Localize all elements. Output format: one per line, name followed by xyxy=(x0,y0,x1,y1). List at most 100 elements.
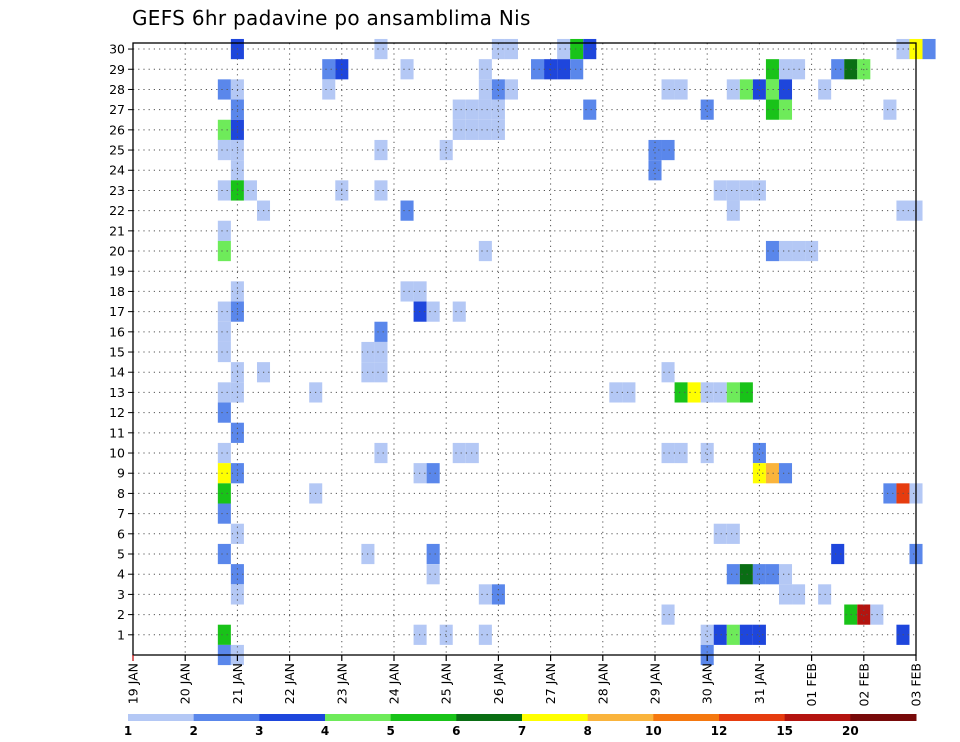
heatmap-cell xyxy=(439,139,453,161)
colorbar-swatch xyxy=(587,714,654,721)
heatmap-cell xyxy=(217,220,231,241)
plot-frame xyxy=(132,42,917,656)
x-tick-label: 27 JAN xyxy=(543,663,558,704)
heatmap-cell xyxy=(491,119,505,140)
x-tick-label: 23 JAN xyxy=(334,663,349,704)
heatmap-cell xyxy=(792,59,806,80)
y-tick-label: 4 xyxy=(117,567,125,582)
colorbar-label: 3 xyxy=(255,724,263,738)
heatmap-cell xyxy=(700,624,714,645)
y-tick-label: 18 xyxy=(109,284,125,299)
heatmap-cell xyxy=(713,180,727,201)
heatmap-cell xyxy=(426,463,440,484)
heatmap-cell xyxy=(217,503,231,524)
heatmap-cell xyxy=(478,99,492,120)
heatmap-cell xyxy=(765,59,779,80)
heatmap-cell xyxy=(478,624,492,645)
y-tick-label: 19 xyxy=(109,264,125,279)
heatmap-cell xyxy=(478,240,492,262)
heatmap-cell xyxy=(217,139,231,161)
heatmap-cell xyxy=(322,79,336,100)
heatmap-cell xyxy=(217,624,231,645)
heatmap-cell xyxy=(883,99,897,120)
x-tick-label: 21 JAN xyxy=(230,663,245,704)
colorbar-swatch xyxy=(259,714,326,721)
heatmap-cell xyxy=(648,139,662,161)
heatmap-cell xyxy=(648,160,662,181)
colorbar-swatch xyxy=(522,714,589,721)
heatmap-cell xyxy=(661,442,675,464)
y-tick-label: 13 xyxy=(109,385,125,400)
colorbar-label: 5 xyxy=(386,724,394,738)
heatmap-cell xyxy=(217,382,231,403)
heatmap-cell xyxy=(778,463,793,484)
heatmap-cell xyxy=(217,240,231,262)
heatmap-cell xyxy=(739,180,753,201)
x-tick-label: 22 JAN xyxy=(282,663,297,704)
heatmap-cell xyxy=(661,139,675,161)
heatmap-cell xyxy=(857,604,871,625)
y-tick-label: 5 xyxy=(117,547,125,562)
heatmap-cell xyxy=(778,59,793,80)
heatmap-cell xyxy=(661,79,675,100)
heatmap-cell xyxy=(713,624,727,645)
heatmap-cell xyxy=(661,604,675,625)
heatmap-cell xyxy=(478,79,492,100)
x-tick-label: 31 JAN xyxy=(752,663,767,704)
x-tick-label: 29 JAN xyxy=(648,663,663,704)
heatmap-cell xyxy=(452,99,466,120)
heatmap-cell xyxy=(583,99,597,120)
colorbar-swatch xyxy=(193,714,260,721)
y-tick-label: 10 xyxy=(109,446,125,461)
heatmap-cell xyxy=(465,119,479,140)
heatmap-cell xyxy=(752,79,766,100)
colorbar-swatch xyxy=(325,714,392,721)
colorbar-label: 2 xyxy=(189,724,197,738)
heatmap-cell xyxy=(217,301,231,322)
heatmap-cell xyxy=(792,584,806,605)
heatmap-cell xyxy=(765,99,779,120)
y-tick-label: 3 xyxy=(117,587,125,602)
heatmap-cell xyxy=(778,99,793,120)
y-tick-label: 11 xyxy=(109,425,125,440)
heatmap-cell xyxy=(726,523,740,544)
heatmap-cell xyxy=(491,79,505,100)
y-tick-label: 8 xyxy=(117,486,125,501)
heatmap-cell xyxy=(778,584,793,605)
heatmap-cell xyxy=(752,624,766,645)
heatmap-cell xyxy=(374,442,388,464)
heatmap-cell xyxy=(726,564,740,585)
colorbar-swatch xyxy=(128,714,195,721)
heatmap-cell xyxy=(557,59,571,80)
heatmap-cell xyxy=(374,362,388,383)
heatmap-cell xyxy=(217,180,231,201)
heatmap-cell xyxy=(713,382,727,403)
heatmap-cell xyxy=(739,564,753,585)
colorbar-swatch xyxy=(784,714,851,721)
heatmap-cell xyxy=(426,543,440,565)
heatmap-cell xyxy=(478,59,492,80)
y-tick-label: 25 xyxy=(109,143,125,158)
heatmap-cell xyxy=(322,59,336,80)
heatmap-cell xyxy=(465,99,479,120)
heatmap-cell xyxy=(570,59,584,80)
heatmap-cell xyxy=(400,59,414,80)
y-tick-label: 17 xyxy=(109,304,125,319)
chart-title: GEFS 6hr padavine po ansamblima Nis xyxy=(132,6,531,30)
heatmap-cell xyxy=(426,564,440,585)
heatmap-cell xyxy=(674,79,688,100)
heatmap-cell xyxy=(374,180,388,201)
heatmap-cell xyxy=(400,200,414,221)
heatmap-cell xyxy=(217,119,231,140)
y-tick-label: 14 xyxy=(109,365,125,380)
heatmap-cell xyxy=(700,442,714,464)
heatmap-cell xyxy=(726,200,740,221)
heatmap-cell xyxy=(217,442,231,464)
heatmap-cell xyxy=(752,463,766,484)
heatmap-cell xyxy=(478,584,492,605)
heatmap-cell xyxy=(922,38,936,60)
y-tick-label: 29 xyxy=(109,62,125,77)
y-tick-label: 20 xyxy=(109,244,125,259)
heatmap-cell xyxy=(439,624,453,645)
heatmap-cell xyxy=(217,463,231,484)
